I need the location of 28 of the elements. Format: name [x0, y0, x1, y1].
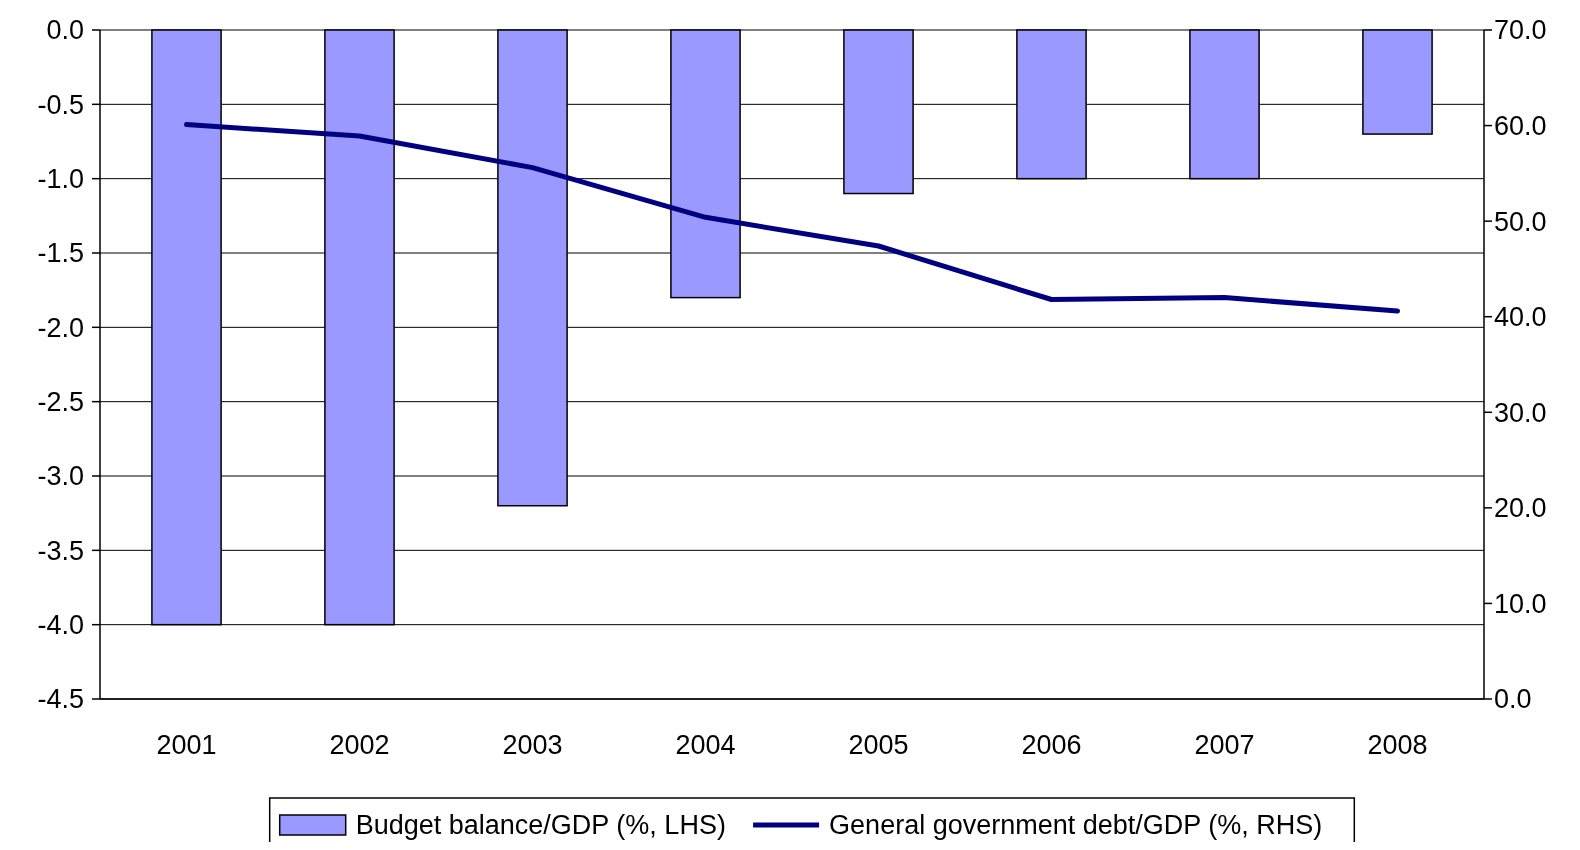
y-tick-label: 0.0 [46, 15, 84, 46]
y-tick-label: -2.5 [37, 387, 84, 418]
y2-tick-label: 0.0 [1494, 684, 1532, 715]
y2-tick-label: 70.0 [1494, 15, 1547, 46]
y2-tick-label: 60.0 [1494, 111, 1547, 142]
y-tick-label: -4.0 [37, 610, 84, 641]
y-tick-label: -3.0 [37, 461, 84, 492]
x-tick-label: 2008 [1367, 730, 1428, 760]
x-tick-label: 2001 [156, 730, 217, 760]
x-tick-label: 2005 [848, 730, 909, 760]
y-tick-label: -3.5 [37, 535, 84, 566]
x-tick-label: 2006 [1021, 730, 1082, 760]
x-tick-label: 2007 [1194, 730, 1255, 760]
y2-tick-label: 30.0 [1494, 397, 1547, 428]
y2-tick-label: 50.0 [1494, 206, 1547, 237]
legend-label: Budget balance/GDP (%, LHS) [355, 810, 726, 841]
y-tick-label: -1.5 [37, 238, 84, 269]
y-tick-label: -0.5 [37, 89, 84, 120]
y2-tick-label: 20.0 [1494, 493, 1547, 524]
y-tick-label: -1.0 [37, 164, 84, 195]
y2-tick-label: 10.0 [1494, 588, 1547, 619]
x-tick-label: 2004 [675, 730, 736, 760]
y-tick-label: -2.0 [37, 312, 84, 343]
legend-label: General government debt/GDP (%, RHS) [829, 810, 1323, 841]
x-tick-label: 2002 [329, 730, 390, 760]
y2-tick-label: 40.0 [1494, 302, 1547, 333]
x-tick-label: 2003 [502, 730, 563, 760]
y-tick-label: -4.5 [37, 684, 84, 715]
